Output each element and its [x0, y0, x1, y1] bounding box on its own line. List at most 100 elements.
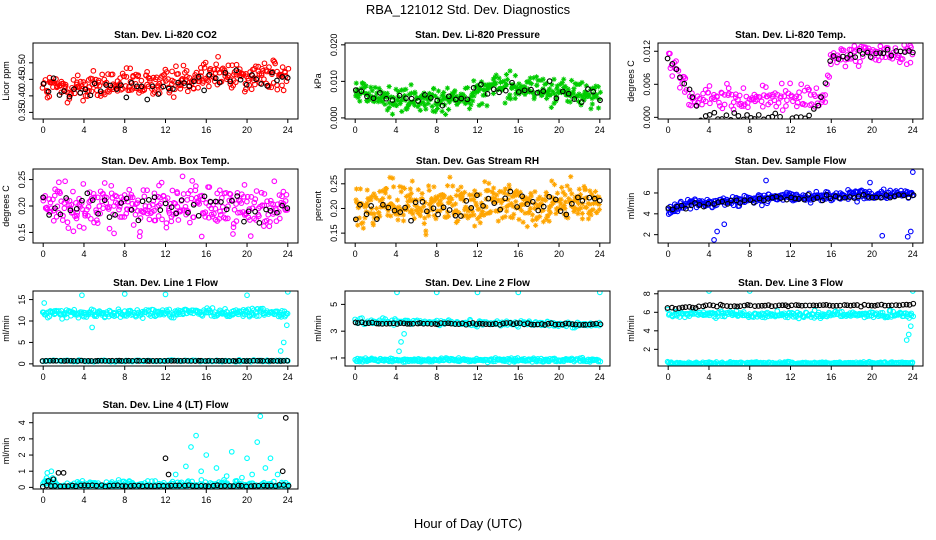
y-tick-label: 0.50: [17, 54, 27, 72]
data-point: [592, 195, 598, 201]
data-point: [574, 193, 580, 200]
data-point: [885, 314, 891, 321]
data-point: [144, 187, 150, 194]
data-point: [726, 90, 732, 97]
data-point: [426, 201, 432, 207]
data-point: [512, 193, 518, 199]
data-point: [565, 215, 571, 221]
data-point: [201, 87, 207, 94]
data-point: [534, 89, 541, 96]
data-point: [533, 74, 540, 80]
data-point: [274, 357, 281, 364]
data-point: [181, 357, 187, 364]
data-point: [512, 95, 518, 102]
data-point: [267, 218, 273, 225]
data-point: [141, 193, 148, 200]
data-point: [730, 99, 737, 106]
data-point: [578, 205, 584, 211]
data-point: [769, 113, 776, 119]
data-point: [280, 339, 287, 346]
data-point: [274, 471, 281, 478]
data-point: [189, 483, 196, 489]
data-point: [390, 320, 397, 327]
data-point: [373, 320, 380, 327]
data-point: [127, 78, 134, 85]
data-point: [585, 86, 591, 92]
x-tick-label: 0: [666, 125, 671, 135]
data-point: [744, 112, 750, 118]
data-point: [372, 193, 378, 199]
data-point: [755, 112, 762, 118]
data-point: [859, 51, 866, 57]
data-point: [539, 92, 545, 98]
data-point: [214, 482, 221, 489]
data-point: [892, 45, 899, 51]
data-point: [910, 300, 917, 307]
data-point: [53, 76, 59, 82]
data-point: [394, 102, 400, 109]
x-tick-label: 4: [81, 125, 86, 135]
data-point: [395, 217, 401, 223]
data-point: [139, 198, 146, 205]
data-point: [253, 76, 260, 83]
data-point: [544, 80, 550, 86]
data-point: [172, 471, 179, 478]
data-point: [172, 482, 179, 489]
data-point: [493, 72, 499, 78]
data-point: [190, 214, 197, 221]
y-tick-label: 0.15: [17, 224, 27, 242]
data-point: [453, 93, 459, 99]
data-point: [497, 206, 504, 213]
data-point: [517, 189, 523, 195]
data-point: [422, 91, 428, 98]
data-point: [363, 83, 369, 89]
data-point: [409, 207, 415, 213]
data-point: [55, 469, 62, 476]
data-point: [283, 78, 290, 85]
data-point: [229, 198, 235, 204]
data-point: [239, 474, 245, 481]
data-point: [74, 72, 81, 79]
data-point: [540, 203, 547, 210]
data-point: [144, 96, 151, 103]
data-point: [588, 212, 594, 218]
data-point: [686, 303, 693, 310]
data-point: [512, 73, 518, 79]
data-point: [355, 320, 361, 326]
data-point: [379, 321, 386, 327]
data-point: [415, 98, 422, 104]
data-point: [52, 205, 58, 212]
data-point: [95, 210, 101, 217]
data-point: [426, 213, 432, 219]
data-point: [818, 94, 824, 100]
plot-frame: [344, 42, 611, 120]
data-point: [507, 68, 513, 74]
data-point: [740, 85, 747, 91]
data-point: [497, 79, 504, 85]
data-point: [455, 321, 462, 327]
data-point: [847, 302, 854, 309]
data-point: [896, 302, 903, 309]
data-point: [389, 97, 396, 103]
data-point: [688, 102, 694, 109]
subplot-title: Stan. Dev. Gas Stream RH: [416, 156, 539, 167]
x-tick-label: 0: [41, 125, 46, 135]
data-point: [868, 302, 875, 309]
data-point: [889, 55, 896, 62]
data-point: [414, 208, 421, 214]
data-point: [447, 199, 453, 206]
data-point: [571, 86, 577, 92]
data-point: [87, 92, 94, 99]
data-point: [836, 195, 843, 201]
data-point: [222, 306, 228, 312]
data-point: [473, 321, 480, 327]
data-point: [252, 196, 259, 203]
data-point: [683, 86, 690, 93]
data-point: [502, 195, 509, 202]
data-point: [89, 76, 96, 82]
data-point: [418, 93, 425, 99]
data-point: [910, 192, 917, 199]
data-point: [504, 208, 510, 214]
data-point: [813, 188, 820, 195]
